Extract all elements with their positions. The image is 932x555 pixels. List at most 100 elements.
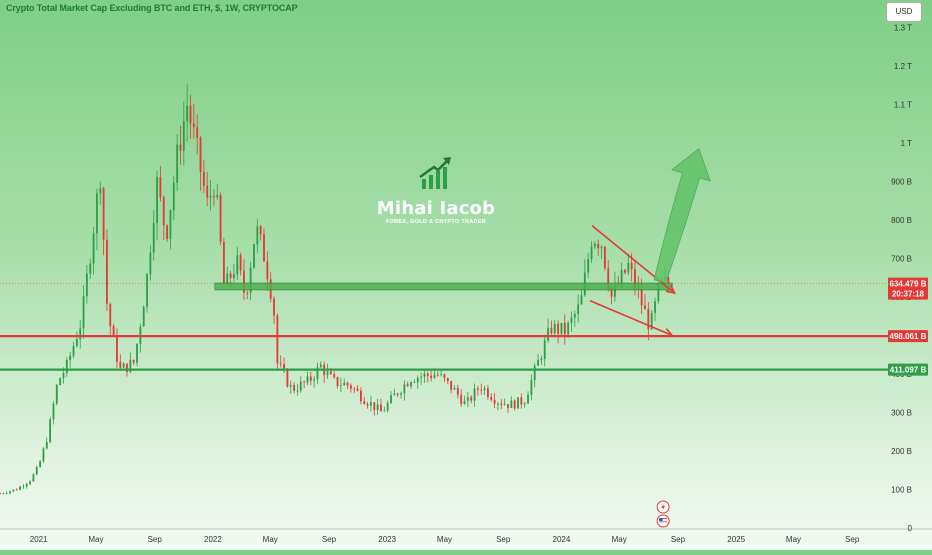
y-tick-label: 1.2 T <box>894 62 912 71</box>
x-tick-label: 2023 <box>378 535 396 544</box>
candle-body <box>553 323 556 334</box>
candle-body <box>169 210 172 239</box>
x-tick-label: May <box>437 535 452 544</box>
candle-body <box>299 381 302 391</box>
candle-body <box>25 483 28 487</box>
candle-body <box>296 390 299 392</box>
candle-body <box>593 243 596 247</box>
candle-body <box>306 376 309 383</box>
watermark: Mihai Iacob FOREX, GOLD & CRYPTO TRADER <box>376 155 496 225</box>
candle-body <box>142 307 145 327</box>
candle-body <box>326 371 329 376</box>
candle-body <box>186 105 189 122</box>
candle-body <box>99 188 102 194</box>
candle-body <box>483 388 486 391</box>
candle-body <box>610 287 613 297</box>
x-tick-label: May <box>612 535 627 544</box>
candle-body <box>537 360 539 366</box>
candle-body <box>209 195 212 198</box>
candle-body <box>85 273 88 297</box>
candle-body <box>503 404 506 405</box>
candle-body <box>72 346 75 356</box>
candle-body <box>82 296 85 329</box>
x-tick-label: May <box>263 535 278 544</box>
candle-body <box>366 403 369 406</box>
countdown-label: 20:37:18 <box>892 290 925 299</box>
candle-body <box>52 403 55 420</box>
candle-body <box>192 123 195 128</box>
y-tick-label: 100 B <box>891 485 912 494</box>
candle-body <box>196 127 199 138</box>
candle-body <box>440 374 443 376</box>
candle-body <box>657 283 660 302</box>
candle-body <box>644 305 646 310</box>
candle-body <box>286 369 289 387</box>
rising-arrow-bars-icon <box>419 157 451 189</box>
candle-body <box>176 144 179 183</box>
candle-body <box>132 359 135 363</box>
candle-body <box>527 394 529 404</box>
candle-body <box>543 340 546 359</box>
candle-body <box>470 397 473 401</box>
candle-body <box>517 397 519 409</box>
candle-body <box>273 298 275 316</box>
breakout-arrow <box>653 148 711 284</box>
candle-body <box>136 343 138 363</box>
candle-body <box>390 395 392 404</box>
lightning-icon <box>656 500 670 514</box>
candle-body <box>416 377 419 383</box>
candle-body <box>627 263 630 273</box>
candle-body <box>403 384 406 394</box>
y-tick-label: 1 T <box>901 139 913 148</box>
candle-body <box>654 301 656 313</box>
candle-body <box>587 259 590 273</box>
candle-body <box>423 373 426 377</box>
candle-body <box>263 234 265 262</box>
watermark-subtitle: FOREX, GOLD & CRYPTO TRADER <box>385 219 487 225</box>
candle-body <box>182 121 185 151</box>
candle-body <box>376 404 379 411</box>
candle-body <box>640 289 643 306</box>
candle-body <box>116 334 118 362</box>
candle-body <box>109 303 112 327</box>
candle-body <box>276 315 279 364</box>
candle-body <box>573 313 576 318</box>
candle-body <box>146 274 148 308</box>
candle-body <box>199 137 202 172</box>
y-tick-label: 1.1 T <box>894 100 912 109</box>
x-tick-label: Sep <box>322 535 337 544</box>
candle-body <box>603 246 606 269</box>
candle-body <box>383 410 386 412</box>
support-price-label: 411.097 B <box>890 366 927 375</box>
candle-body <box>396 393 399 395</box>
candle-body <box>456 387 459 395</box>
channel-upper-arrowhead <box>665 284 677 295</box>
lightning-icon-bolt <box>661 503 666 511</box>
candle-body <box>476 388 479 390</box>
candle-body <box>590 246 593 260</box>
candle-body <box>229 273 232 279</box>
flag-icon-circle <box>656 514 670 528</box>
candle-body <box>32 474 35 482</box>
candle-body <box>597 243 600 249</box>
candle-body <box>126 363 128 372</box>
candle-body <box>520 397 523 405</box>
candle-body <box>249 267 252 293</box>
flag-icon-stripe <box>659 523 668 524</box>
candle-body <box>600 246 603 249</box>
support-zone <box>214 282 673 291</box>
candle-body <box>577 304 580 314</box>
candle-body <box>112 326 115 335</box>
candle-body <box>443 374 446 379</box>
candle-body <box>253 244 255 268</box>
candle-body <box>189 105 192 124</box>
currency-selector[interactable]: USD <box>886 2 922 22</box>
x-tick-label: 2022 <box>204 535 222 544</box>
candle-body <box>353 388 356 390</box>
candle-body <box>560 322 563 334</box>
candle-body <box>65 360 68 374</box>
candle-body <box>463 400 466 405</box>
candle-body <box>293 384 296 391</box>
